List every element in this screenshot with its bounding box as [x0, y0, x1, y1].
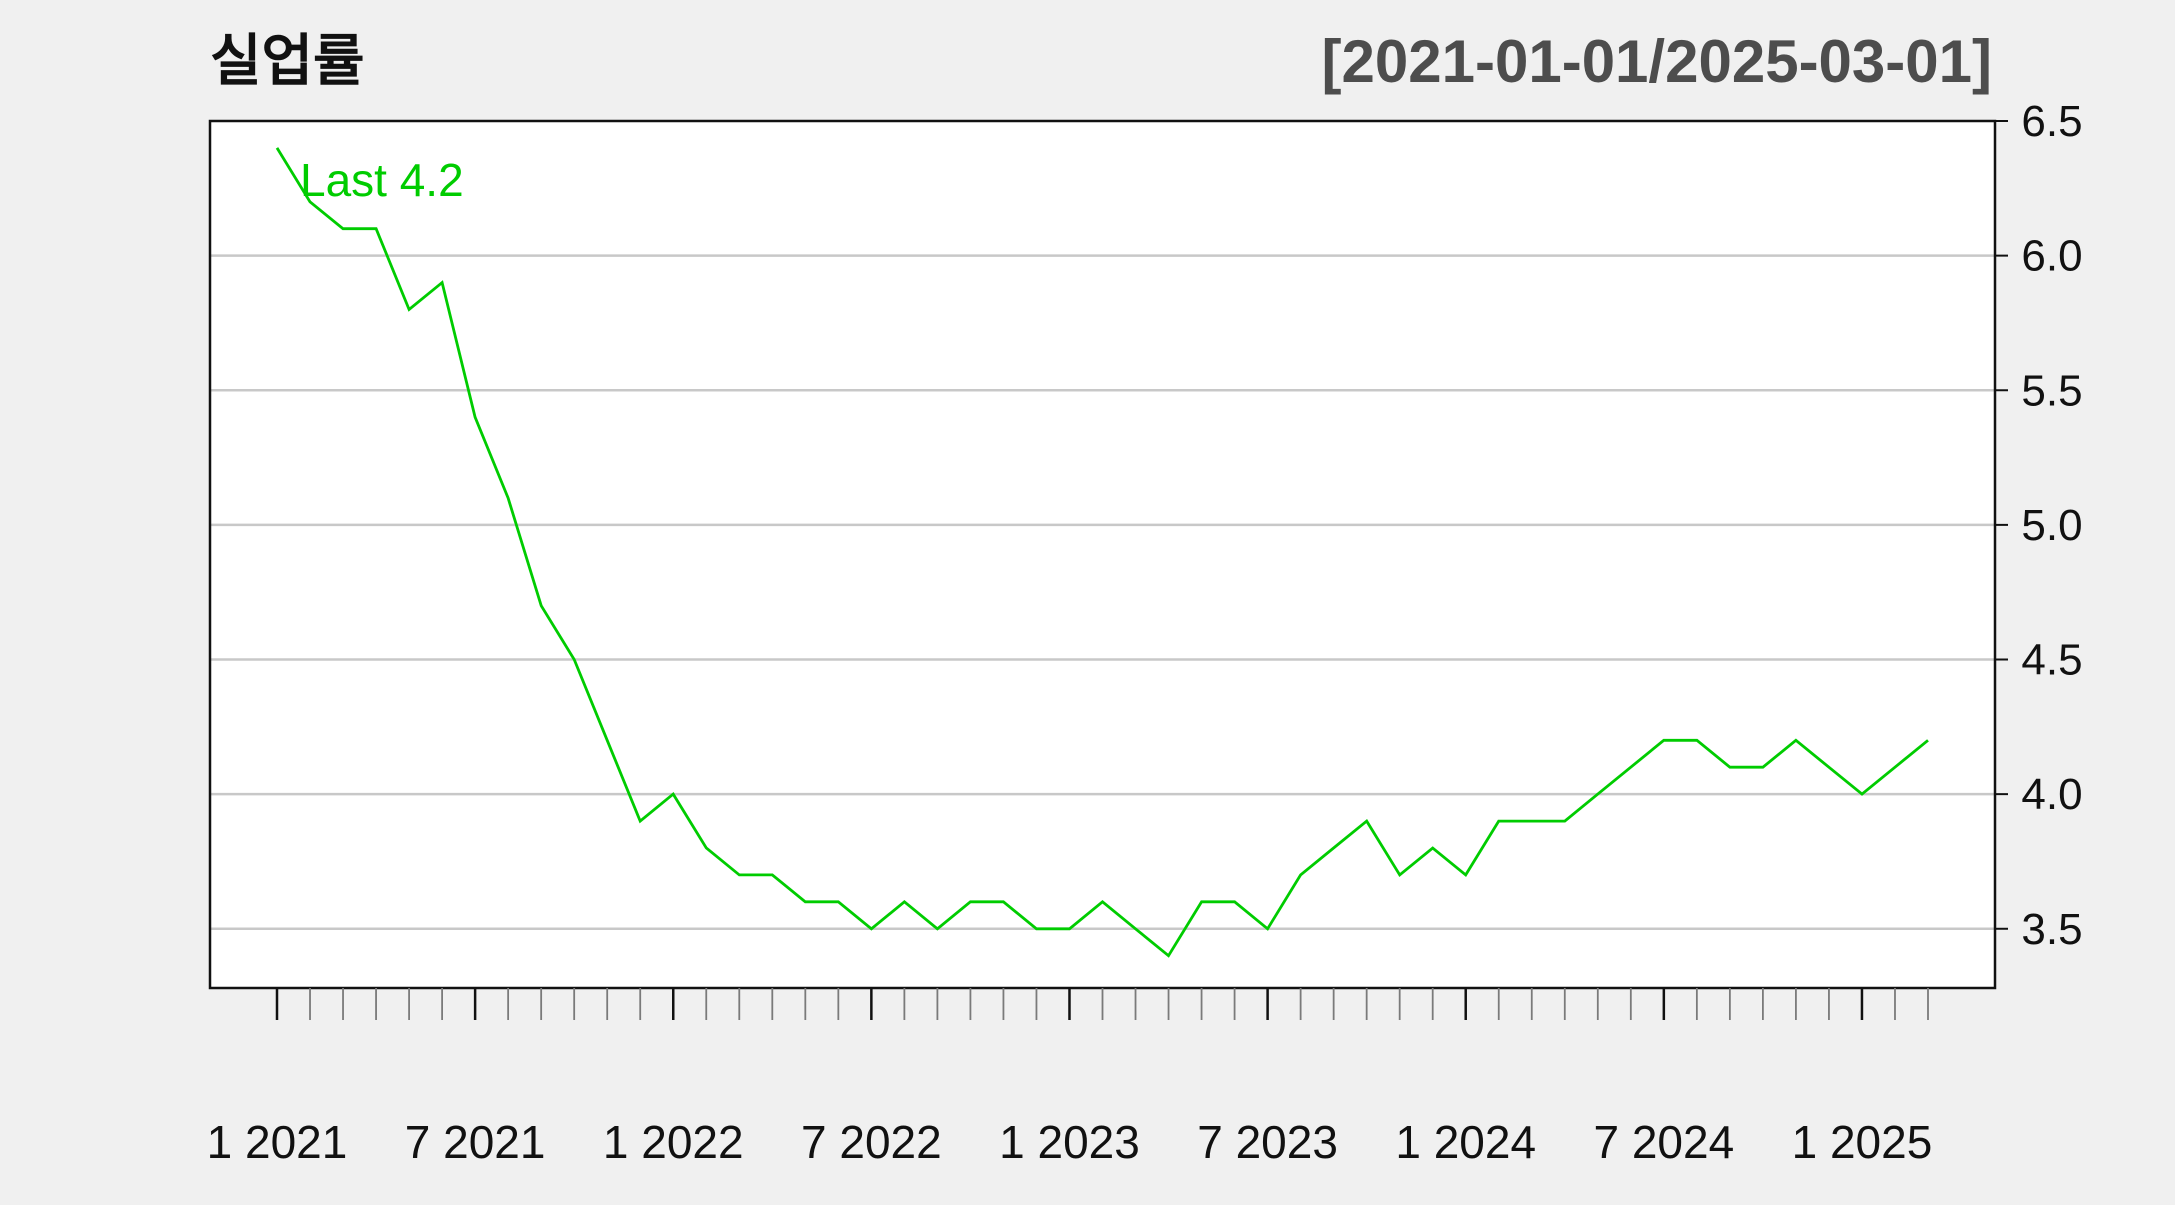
x-tick-label-8: 1 2025: [1792, 1116, 1933, 1168]
grid-lines: [210, 254, 1995, 931]
y-tick-label-6: 6.5: [2021, 97, 2082, 146]
plot-area: [210, 121, 1995, 988]
series-layer: [275, 147, 1929, 958]
y-tick-label-3: 5.0: [2021, 501, 2082, 550]
x-tick-label-4: 1 2023: [999, 1116, 1140, 1168]
date-range-label: [2021-01-01/2025-03-01]: [1322, 28, 1992, 95]
x-tick-label-5: 7 2023: [1197, 1116, 1338, 1168]
y-tick-label-1: 4.0: [2021, 770, 2082, 819]
series-line-0: [275, 147, 1929, 958]
x-tick-label-1: 7 2021: [405, 1116, 546, 1168]
x-tick-label-7: 7 2024: [1593, 1116, 1734, 1168]
y-tick-label-4: 5.5: [2021, 366, 2082, 415]
chart-title: 실업률: [210, 29, 365, 92]
x-tick-label-6: 1 2024: [1395, 1116, 1536, 1168]
x-axis: 1 2021 7 2021 1 2022 7 2022 1 2023 7 2023 1 20…: [207, 988, 1933, 1168]
y-axis: 3.5 4.0 4.5 5.0 5.5 6.0 6.5: [1995, 97, 2083, 954]
y-tick-label-5: 6.0: [2021, 232, 2082, 281]
x-tick-label-3: 7 2022: [801, 1116, 942, 1168]
y-tick-label-0: 3.5: [2021, 905, 2082, 954]
x-tick-label-0: 1 2021: [207, 1116, 348, 1168]
x-tick-label-2: 1 2022: [603, 1116, 744, 1168]
y-tick-label-2: 4.5: [2021, 636, 2082, 685]
legend-last-value: Last 4.2: [300, 154, 464, 206]
